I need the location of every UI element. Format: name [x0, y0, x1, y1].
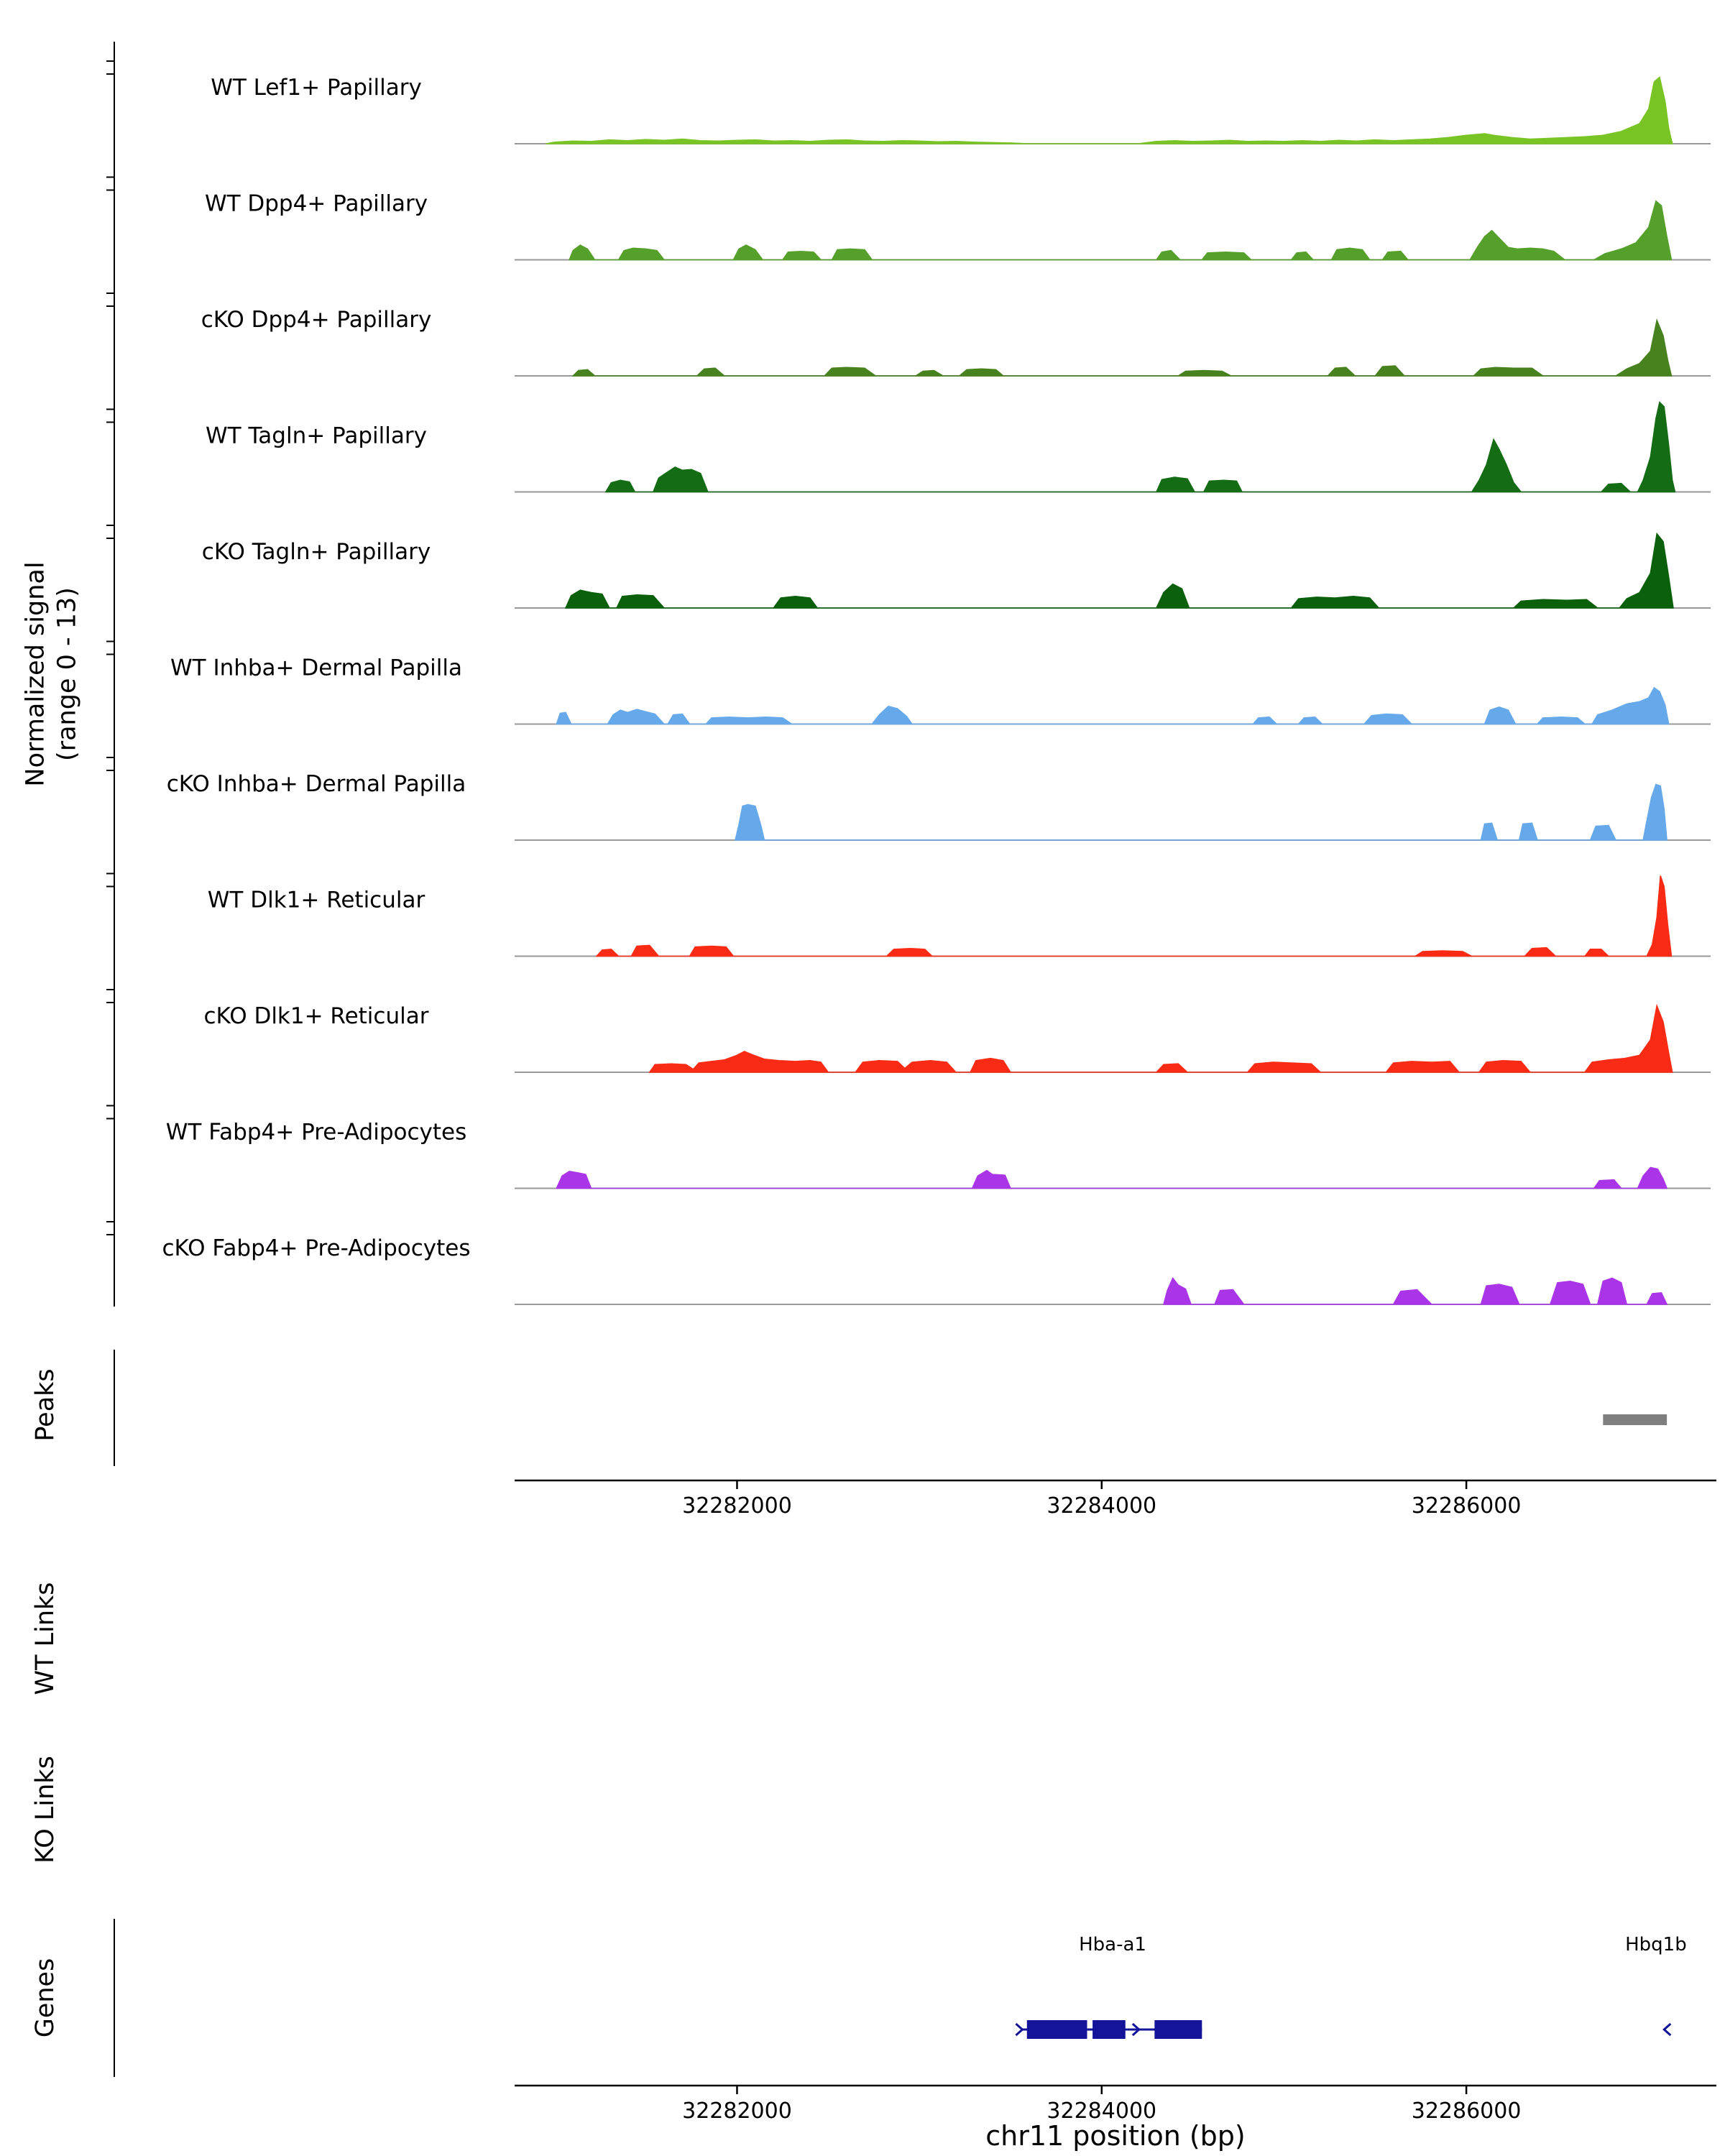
peaks-position-axis: 32282000 32284000 32286000 — [515, 1479, 1716, 1519]
genes-position-axis: 32282000 32284000 32286000 — [515, 2084, 1716, 2124]
axis-tick-label: 32282000 — [682, 2099, 792, 2124]
genes-group: Hba-a1 Hbq1b — [1015, 1934, 1687, 2039]
x-axis-label: chr11 position (bp) — [985, 2120, 1246, 2152]
track-label: WT Tagln+ Papillary — [206, 423, 427, 449]
track-label: WT Dpp4+ Papillary — [205, 191, 428, 217]
signal-area-8 — [648, 1003, 1673, 1073]
track-label: cKO Dpp4+ Papillary — [201, 307, 432, 333]
gene-exon — [1154, 2020, 1202, 2039]
track-label: cKO Dlk1+ Reticular — [204, 1003, 429, 1029]
genes-section-label: Genes — [31, 1958, 60, 2038]
axis-tick-label: 32286000 — [1412, 1493, 1522, 1519]
y-axis-label-line1: Normalized signal — [21, 561, 50, 787]
genes-section-bracket — [114, 1919, 115, 2077]
gene-strand-arrow-icon — [1015, 2022, 1024, 2037]
gene-strand-arrow-icon — [1662, 2022, 1672, 2037]
signal-section-bracket — [114, 42, 115, 1307]
ko-links-section-label: KO Links — [31, 1756, 60, 1864]
track-label: WT Fabp4+ Pre-Adipocytes — [166, 1120, 467, 1146]
y-axis-label: Normalized signal (range 0 - 13) — [20, 561, 83, 786]
track-label: WT Inhba+ Dermal Papilla — [170, 655, 462, 681]
track-label: cKO Inhba+ Dermal Papilla — [167, 771, 466, 797]
peaks-section-label: Peaks — [31, 1368, 60, 1442]
track-label: cKO Fabp4+ Pre-Adipocytes — [162, 1235, 471, 1261]
signal-area-5 — [556, 686, 1670, 725]
signal-area-4 — [564, 532, 1674, 609]
signal-area-10 — [1163, 1276, 1668, 1305]
signal-area-7 — [595, 875, 1673, 957]
signal-area-9 — [556, 1166, 1668, 1189]
axis-tick-label: 32284000 — [1046, 2099, 1156, 2124]
signal-area-0 — [545, 76, 1673, 144]
y-axis-label-line2: (range 0 - 13) — [52, 587, 81, 761]
signal-area-6 — [734, 783, 1668, 841]
peaks-section-bracket — [114, 1350, 115, 1466]
signal-tracks-group: WT Lef1+ Papillary WT Dpp4+ Papillary cKO … — [106, 60, 1711, 1305]
signal-area-3 — [604, 401, 1676, 493]
peak-region — [1603, 1414, 1668, 1425]
gene-label: Hba-a1 — [1079, 1934, 1146, 1955]
track-label: WT Lef1+ Papillary — [211, 75, 422, 101]
track-label: WT Dlk1+ Reticular — [208, 888, 426, 913]
wt-links-section-label: WT Links — [31, 1582, 60, 1695]
gene-strand-arrow-icon — [1131, 2022, 1141, 2037]
axis-tick-label: 32284000 — [1046, 1493, 1156, 1519]
signal-area-1 — [568, 200, 1673, 261]
peaks-group — [1603, 1414, 1668, 1425]
gene-exon — [1026, 2020, 1087, 2039]
signal-area-2 — [571, 318, 1673, 377]
axis-tick-label: 32286000 — [1412, 2099, 1522, 2124]
axis-tick-label: 32282000 — [682, 1493, 792, 1519]
track-label: cKO Tagln+ Papillary — [202, 539, 431, 565]
gene-label: Hbq1b — [1625, 1934, 1687, 1955]
gene-exon — [1092, 2020, 1126, 2039]
